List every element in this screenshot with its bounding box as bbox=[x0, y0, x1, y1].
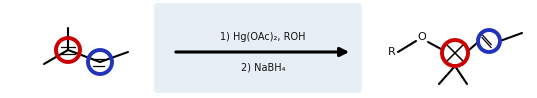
Text: 2) NaBH₄: 2) NaBH₄ bbox=[241, 62, 285, 72]
Text: 1) Hg(OAc)₂, ROH: 1) Hg(OAc)₂, ROH bbox=[220, 32, 306, 42]
FancyBboxPatch shape bbox=[154, 3, 362, 93]
Text: R: R bbox=[388, 47, 396, 57]
Text: O: O bbox=[418, 32, 426, 42]
